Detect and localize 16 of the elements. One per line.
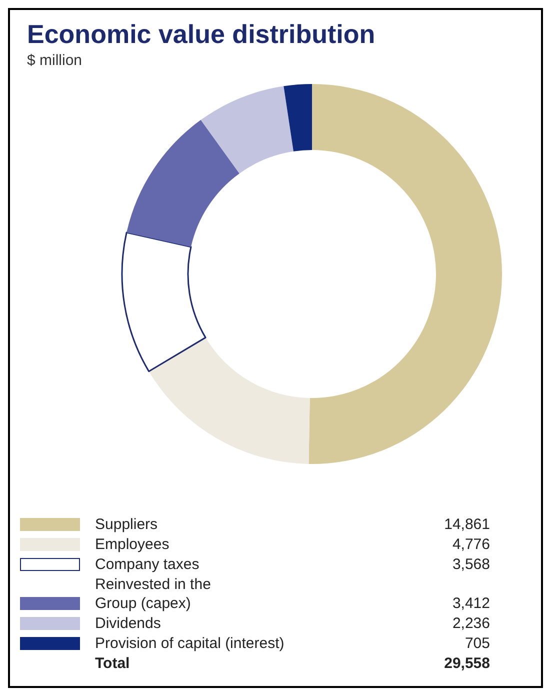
legend-label: Company taxes	[95, 555, 200, 574]
legend-label: Employees	[95, 535, 170, 554]
legend-label: Provision of capital (interest)	[95, 634, 286, 653]
text: 29,558	[443, 654, 490, 673]
chart-subtitle: $ million	[27, 52, 82, 69]
data-label: 14,861	[443, 515, 490, 534]
text: Total	[95, 654, 131, 673]
legend-label: Dividends	[95, 614, 162, 633]
data-label: 3,412	[451, 594, 490, 613]
legend-label: Reinvested in the Group (capex)	[95, 575, 212, 613]
data-label: 2,236	[451, 614, 490, 633]
chart-title: Economic value distribution	[27, 19, 376, 49]
legend-label: Suppliers	[95, 515, 159, 534]
data-label: 705	[464, 634, 490, 653]
data-label: 4,776	[451, 535, 490, 554]
data-label: 3,568	[451, 555, 490, 574]
